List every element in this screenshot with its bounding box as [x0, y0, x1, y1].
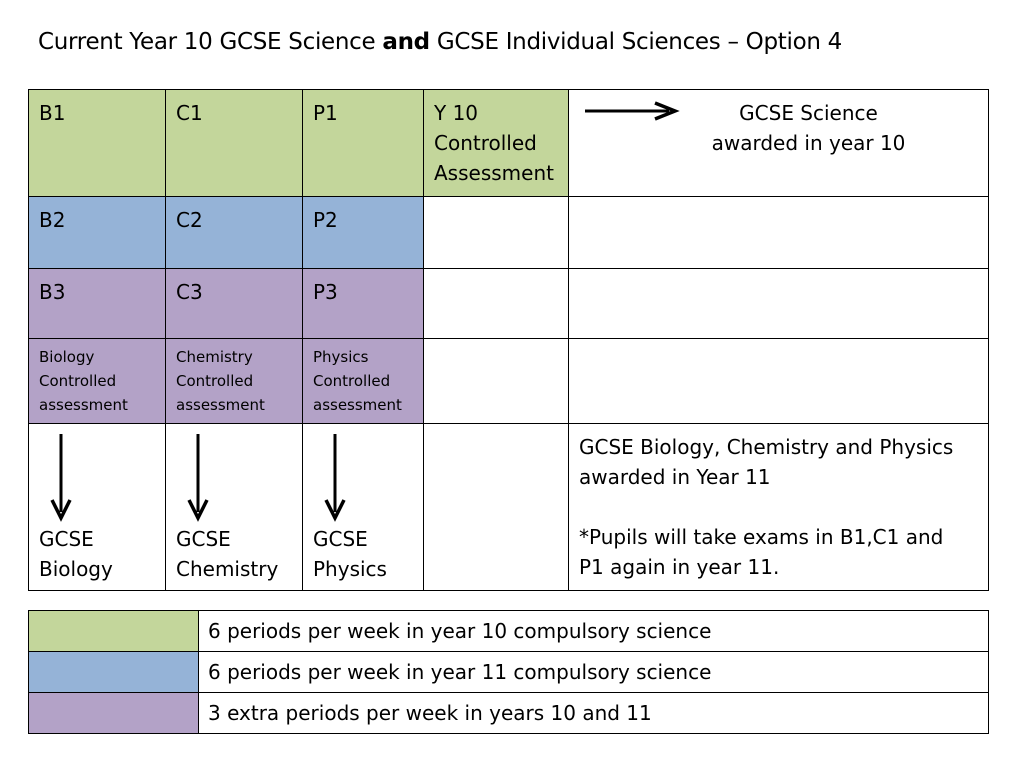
empty-cell [568, 196, 989, 269]
table-row: B1 C1 P1 Y 10 Controlled Assessment GCSE… [28, 89, 989, 197]
table-row: B3 C3 P3 [28, 268, 989, 339]
cell-line: *Pupils will take exams in B1,C1 and [579, 525, 944, 549]
gcse-science-text: GCSE Science awarded in year 10 [570, 98, 988, 158]
legend-label: 6 periods per week in year 11 compulsory… [198, 651, 989, 693]
legend-label: 6 periods per week in year 10 compulsory… [198, 610, 989, 652]
title-text-1: Current Year 10 GCSE Science [38, 29, 383, 55]
cell-line: Chemistry [176, 348, 253, 366]
page-title: Current Year 10 GCSE Science and GCSE In… [38, 29, 842, 55]
legend-row: 6 periods per week in year 10 compulsory… [28, 610, 989, 652]
cell-line: Physics [313, 557, 387, 581]
empty-cell [423, 196, 569, 269]
cell-line: Physics [313, 348, 369, 366]
cell-line: awarded in Year 11 [579, 465, 771, 489]
table-row: Biology Controlled assessment Chemistry … [28, 338, 989, 424]
cell-gcse-physics: GCSE Physics [302, 423, 424, 591]
cell-p3: P3 [302, 268, 424, 339]
cell-line: Controlled [39, 372, 117, 390]
cell-b2: B2 [28, 196, 166, 269]
result-line: awarded in year 10 [711, 131, 906, 155]
cell-line: GCSE [313, 527, 368, 551]
assessment-line: Controlled [434, 131, 537, 155]
empty-cell [568, 338, 989, 424]
cell-line: Biology [39, 557, 113, 581]
cell-gcse-biology: GCSE Biology [28, 423, 166, 591]
course-structure-table: B1 C1 P1 Y 10 Controlled Assessment GCSE… [28, 89, 989, 591]
cell-b1: B1 [28, 89, 166, 197]
assessment-line: Assessment [434, 161, 554, 185]
gcse-chemistry-label: GCSE Chemistry [176, 524, 278, 584]
cell-gcse-chemistry: GCSE Chemistry [165, 423, 303, 591]
legend-swatch-blue [28, 651, 199, 693]
cell-gcse-science: GCSE Science awarded in year 10 [568, 89, 989, 197]
spacer [579, 492, 978, 522]
cell-b3: B3 [28, 268, 166, 339]
cell-c2: C2 [165, 196, 303, 269]
table-row: GCSE Biology GCSE Chemistry GCSE Physics [28, 423, 989, 591]
cell-line: Chemistry [176, 557, 279, 581]
cell-line: Biology [39, 348, 95, 366]
legend-row: 3 extra periods per week in years 10 and… [28, 692, 989, 734]
cell-line: Controlled [313, 372, 391, 390]
arrow-down-icon [50, 434, 72, 522]
legend-row: 6 periods per week in year 11 compulsory… [28, 651, 989, 693]
result-line: GCSE Science [739, 101, 878, 125]
gcse-biology-label: GCSE Biology [39, 524, 113, 584]
empty-cell [568, 268, 989, 339]
arrow-down-icon [187, 434, 209, 522]
arrow-right-icon [585, 101, 680, 121]
cell-individual-sciences-result: GCSE Biology, Chemistry and Physics awar… [568, 423, 989, 591]
empty-cell [423, 268, 569, 339]
cell-biology-assessment: Biology Controlled assessment [28, 338, 166, 424]
title-text-2: GCSE Individual Sciences – Option 4 [429, 29, 842, 55]
cell-line: assessment [39, 396, 128, 414]
title-text-bold: and [382, 29, 430, 55]
cell-y10-assessment: Y 10 Controlled Assessment [423, 89, 569, 197]
cell-line: P1 again in year 11. [579, 555, 780, 579]
table-row: B2 C2 P2 [28, 196, 989, 269]
cell-line: Controlled [176, 372, 254, 390]
assessment-line: Y 10 [434, 101, 479, 125]
legend-swatch-purple [28, 692, 199, 734]
cell-chemistry-assessment: Chemistry Controlled assessment [165, 338, 303, 424]
legend-swatch-green [28, 610, 199, 652]
cell-c1: C1 [165, 89, 303, 197]
cell-physics-assessment: Physics Controlled assessment [302, 338, 424, 424]
cell-p2: P2 [302, 196, 424, 269]
gcse-physics-label: GCSE Physics [313, 524, 387, 584]
cell-line: assessment [313, 396, 402, 414]
cell-line: GCSE [39, 527, 94, 551]
cell-line: assessment [176, 396, 265, 414]
cell-c3: C3 [165, 268, 303, 339]
legend-table: 6 periods per week in year 10 compulsory… [28, 610, 989, 734]
legend-label: 3 extra periods per week in years 10 and… [198, 692, 989, 734]
empty-cell [423, 338, 569, 424]
empty-cell [423, 423, 569, 591]
cell-line: GCSE Biology, Chemistry and Physics [579, 435, 954, 459]
cell-p1: P1 [302, 89, 424, 197]
cell-line: GCSE [176, 527, 231, 551]
arrow-down-icon [324, 434, 346, 522]
